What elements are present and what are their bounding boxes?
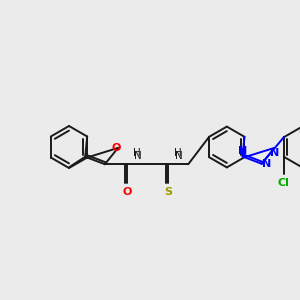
Text: Cl: Cl [278, 178, 290, 188]
Text: S: S [164, 187, 172, 196]
Text: N: N [270, 148, 279, 158]
Text: N: N [175, 151, 183, 161]
Text: H: H [133, 148, 141, 158]
Text: N: N [238, 146, 247, 156]
Text: H: H [174, 148, 182, 158]
Text: N: N [134, 151, 142, 161]
Text: O: O [112, 143, 121, 153]
Text: O: O [122, 187, 132, 196]
Text: N: N [262, 159, 272, 169]
